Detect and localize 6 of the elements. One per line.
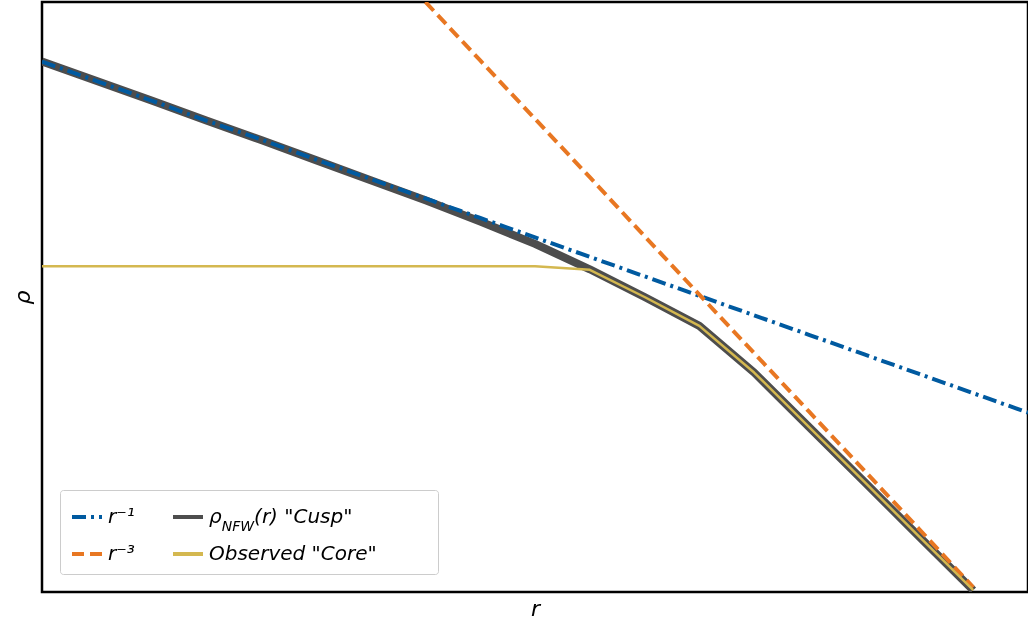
legend-label: Observed "Core" bbox=[209, 541, 377, 565]
legend-label: ρ$_{NFW}$(r) "Cusp" bbox=[209, 504, 353, 534]
legend-label: r⁻³ bbox=[108, 541, 135, 565]
x-axis-title: r bbox=[530, 595, 542, 621]
legend-label: r⁻¹ bbox=[108, 504, 135, 528]
y-axis-title: ρ bbox=[9, 290, 35, 305]
